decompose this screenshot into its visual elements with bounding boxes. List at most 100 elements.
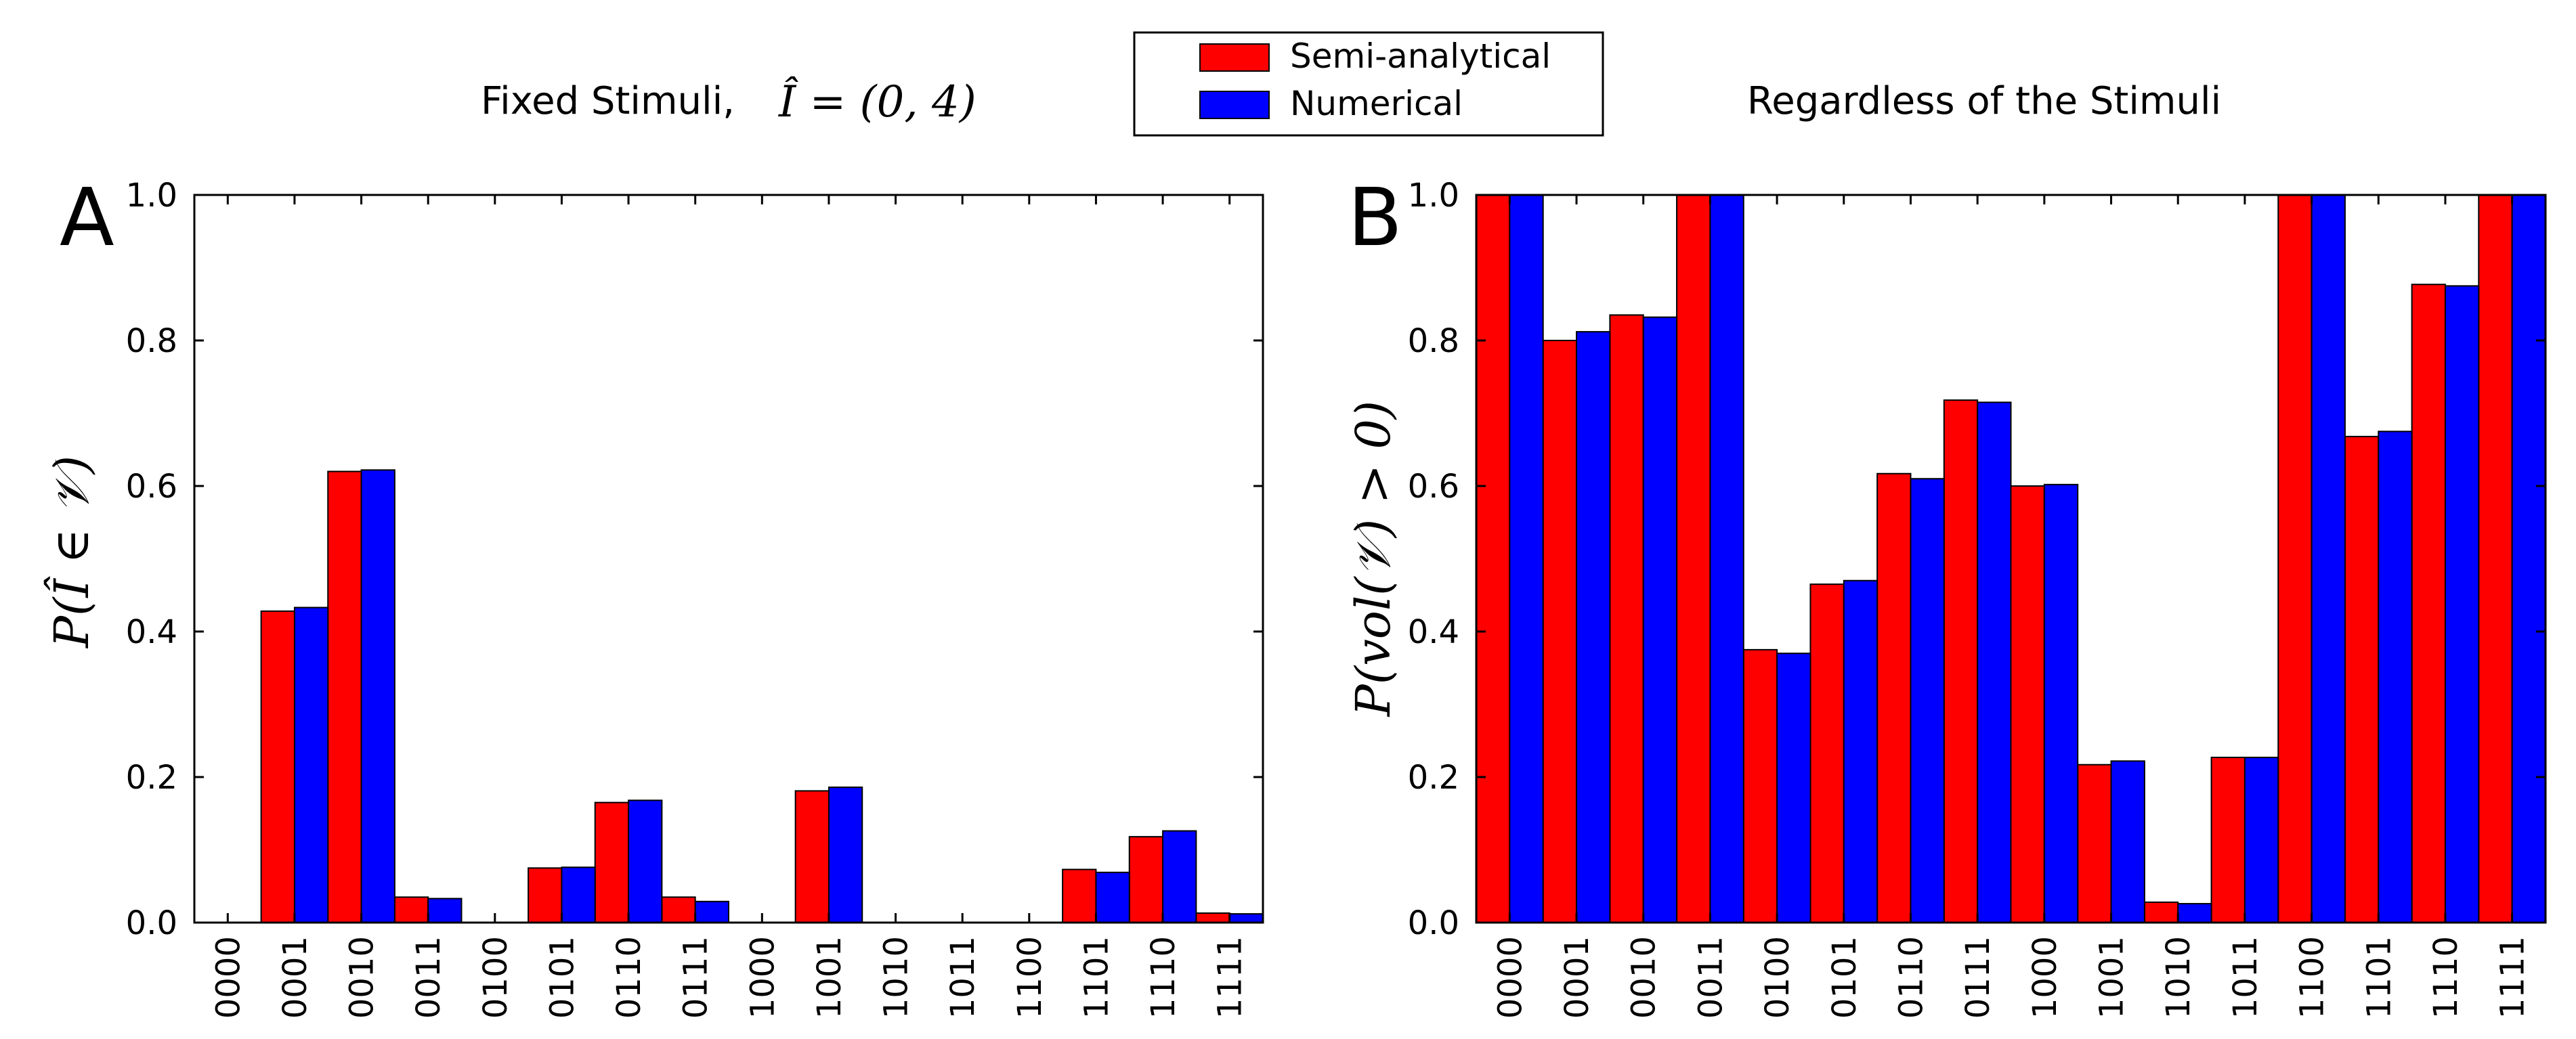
- bar-a-semi-0001: [260, 610, 295, 924]
- panel-b-axes-frame: [1475, 194, 2547, 924]
- xtick-label-b-0100: 0100: [1759, 936, 1797, 1019]
- bar-b-num-1010: [2177, 903, 2212, 924]
- bar-b-num-0110: [1910, 478, 1945, 923]
- panel-b-xticks: 0000 0001 0010 0011 0100 0101 0110 0111 1000 1001…: [1491, 195, 2532, 1019]
- xtick-label-a-0010: 0010: [343, 936, 381, 1019]
- xtick-label-b-0001: 0001: [1558, 936, 1596, 1019]
- legend-label-numerical: Numerical: [1290, 84, 1463, 123]
- bar-a-num-0111: [694, 900, 729, 923]
- bar-b-semi-0011: [1676, 194, 1711, 923]
- xtick-label-a-0101: 0101: [543, 936, 581, 1019]
- bar-b-num-1101: [2378, 430, 2413, 923]
- panel-b-bars: [1476, 194, 2546, 924]
- bar-b-semi-1001: [2077, 764, 2112, 923]
- ytick-label-a-4: 0.8: [126, 322, 177, 360]
- panel-a-title: Fixed Stimuli,: [481, 79, 735, 123]
- bar-b-num-1111: [2511, 194, 2546, 923]
- xtick-label-b-1111: 1111: [2494, 936, 2532, 1019]
- ytick-label-a-2: 0.4: [126, 613, 177, 651]
- xtick-label-b-0111: 0111: [1959, 936, 1997, 1019]
- xtick-label-b-0011: 0011: [1692, 936, 1730, 1019]
- bar-a-semi-0010: [327, 470, 362, 923]
- bar-b-semi-1101: [2344, 435, 2380, 923]
- ytick-label-b-3: 0.6: [1408, 468, 1459, 506]
- xtick-label-a-1111: 1111: [1211, 936, 1249, 1019]
- xtick-label-a-0001: 0001: [276, 936, 314, 1019]
- panel-b-title: Regardless of the Stimuli: [1747, 79, 2221, 123]
- bar-b-num-0100: [1776, 653, 1811, 923]
- bar-a-semi-1101: [1062, 868, 1097, 924]
- xtick-label-b-1101: 1101: [2360, 936, 2398, 1019]
- ytick-label-b-4: 0.8: [1408, 322, 1459, 360]
- xtick-label-b-1011: 1011: [2227, 936, 2264, 1019]
- bar-b-num-0011: [1709, 194, 1744, 923]
- xtick-label-b-0010: 0010: [1625, 936, 1663, 1019]
- panel-b-yticks: 0.0 0.2 0.4 0.6 0.8 1.0: [1408, 177, 2546, 942]
- bar-b-num-1110: [2444, 285, 2480, 923]
- panel-a-xticks: 0000 0001 0010 0011 0100 0101 0110 0111 1000 1001…: [209, 195, 1249, 1019]
- xtick-label-a-1001: 1001: [811, 936, 849, 1019]
- bar-b-num-0111: [1977, 401, 2012, 923]
- xtick-label-a-0100: 0100: [477, 936, 515, 1019]
- bar-a-num-0110: [628, 799, 663, 924]
- panel-a-bars: [260, 469, 1264, 924]
- panel-a-ylabel: P(Î ∈ 𝒱): [44, 456, 100, 649]
- xtick-label-b-0000: 0000: [1491, 936, 1529, 1019]
- bar-b-semi-1110: [2411, 284, 2446, 924]
- bar-b-semi-1100: [2277, 194, 2313, 923]
- bar-a-semi-0101: [528, 867, 563, 923]
- bar-b-semi-0000: [1476, 194, 1511, 923]
- legend-swatch-semi-analytical: [1199, 43, 1270, 72]
- bar-a-semi-0011: [393, 896, 429, 923]
- bar-b-num-1100: [2311, 194, 2346, 923]
- legend-label-semi-analytical: Semi-analytical: [1290, 37, 1551, 76]
- xtick-label-a-1000: 1000: [744, 936, 781, 1019]
- bar-a-semi-0111: [661, 896, 696, 923]
- bar-b-num-1011: [2244, 756, 2279, 923]
- bar-a-num-1001: [828, 787, 863, 924]
- panel-b: B Regardless of the Stimuli P(vol(𝒱) > 0…: [1346, 79, 2547, 1019]
- panel-a-letter: A: [60, 171, 114, 264]
- bar-a-num-1101: [1095, 871, 1130, 923]
- xtick-label-b-1001: 1001: [2093, 936, 2131, 1019]
- panel-a: A Fixed Stimuli, Î = (0, 4) P(Î ∈ 𝒱) 0.0…: [44, 76, 1264, 1019]
- ytick-label-a-1: 0.2: [126, 759, 177, 797]
- xtick-label-a-0110: 0110: [610, 936, 648, 1019]
- xtick-label-b-1110: 1110: [2427, 936, 2465, 1019]
- bar-a-semi-0110: [594, 801, 630, 923]
- bar-a-num-0001: [293, 606, 329, 924]
- xtick-label-b-1000: 1000: [2026, 936, 2064, 1019]
- bar-a-num-0011: [427, 898, 463, 924]
- bar-b-num-0101: [1843, 579, 1879, 923]
- bar-b-num-0000: [1509, 194, 1544, 923]
- ytick-label-a-3: 0.6: [126, 468, 177, 506]
- bar-b-semi-1000: [2010, 485, 2045, 923]
- bar-b-semi-1010: [2143, 901, 2179, 924]
- xtick-label-b-0101: 0101: [1826, 936, 1864, 1019]
- bar-b-semi-0001: [1542, 340, 1578, 923]
- xtick-label-a-1011: 1011: [944, 936, 982, 1019]
- bar-b-num-1000: [2043, 483, 2079, 923]
- bar-a-num-0010: [360, 469, 395, 923]
- xtick-label-a-1110: 1110: [1144, 936, 1182, 1019]
- xtick-label-b-1100: 1100: [2294, 936, 2332, 1019]
- legend: Semi-analytical Numerical: [1133, 31, 1604, 137]
- xtick-label-a-0111: 0111: [677, 936, 715, 1019]
- bar-b-semi-0101: [1809, 583, 1845, 923]
- bar-a-num-1111: [1228, 913, 1264, 923]
- xtick-label-a-1101: 1101: [1077, 936, 1115, 1019]
- panel-a-title-math: Î = (0, 4): [778, 76, 976, 127]
- ytick-label-b-2: 0.4: [1408, 613, 1459, 651]
- bar-b-semi-0110: [1876, 472, 1912, 923]
- ytick-label-a-5: 1.0: [126, 177, 177, 215]
- bar-a-semi-1001: [794, 790, 830, 924]
- bar-a-num-0101: [561, 866, 596, 924]
- bar-a-semi-1110: [1128, 836, 1164, 924]
- bar-b-semi-0111: [1943, 399, 1979, 923]
- xtick-label-a-0000: 0000: [209, 936, 247, 1019]
- panel-a-yticks: 0.0 0.2 0.4 0.6 0.8 1.0: [126, 177, 1263, 942]
- bar-a-num-1110: [1162, 830, 1197, 924]
- xtick-label-a-1100: 1100: [1011, 936, 1049, 1019]
- bar-b-num-1001: [2110, 760, 2145, 923]
